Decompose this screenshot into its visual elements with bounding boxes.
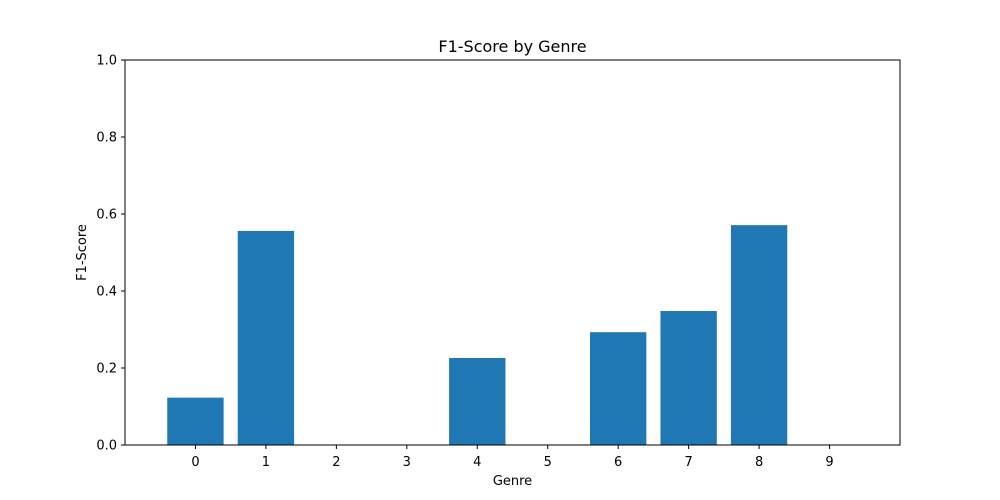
x-tick-label: 3: [403, 455, 411, 470]
x-tick-label: 5: [544, 455, 552, 470]
plot-area-frame: [124, 59, 901, 446]
chart-title: F1-Score by Genre: [438, 37, 586, 56]
y-axis-ticks: 0.0 0.2 0.4 0.6 0.8 1.0: [96, 54, 125, 454]
y-tick-label: 0.2: [96, 362, 117, 377]
bar-genre-4: [449, 357, 506, 445]
bar-genre-7: [660, 311, 717, 445]
x-tick-label: 7: [684, 455, 692, 470]
bar-genre-1: [237, 230, 295, 445]
x-axis-ticks: 0 1 2 3 4 5 6 7 8 9: [191, 445, 834, 470]
y-axis-label: F1-Score: [75, 224, 90, 281]
x-tick-label: 6: [614, 455, 622, 470]
x-axis-label: Genre: [493, 474, 532, 489]
x-tick-label: 9: [825, 455, 833, 470]
y-tick-label: 1.0: [96, 54, 117, 69]
x-tick-label: 8: [755, 455, 763, 470]
x-tick-label: 1: [262, 455, 270, 470]
bars-group: [167, 225, 788, 445]
x-tick-label: 0: [191, 455, 199, 470]
y-tick-label: 0.8: [96, 131, 117, 146]
y-tick-label: 0.6: [96, 208, 117, 223]
bar-genre-6: [590, 332, 647, 445]
x-tick-label: 4: [473, 455, 481, 470]
x-tick-label: 2: [332, 455, 340, 470]
bar-genre-8: [730, 225, 788, 445]
y-tick-label: 0.0: [96, 439, 117, 454]
bar-genre-0: [167, 397, 224, 445]
y-tick-label: 0.4: [96, 285, 117, 300]
